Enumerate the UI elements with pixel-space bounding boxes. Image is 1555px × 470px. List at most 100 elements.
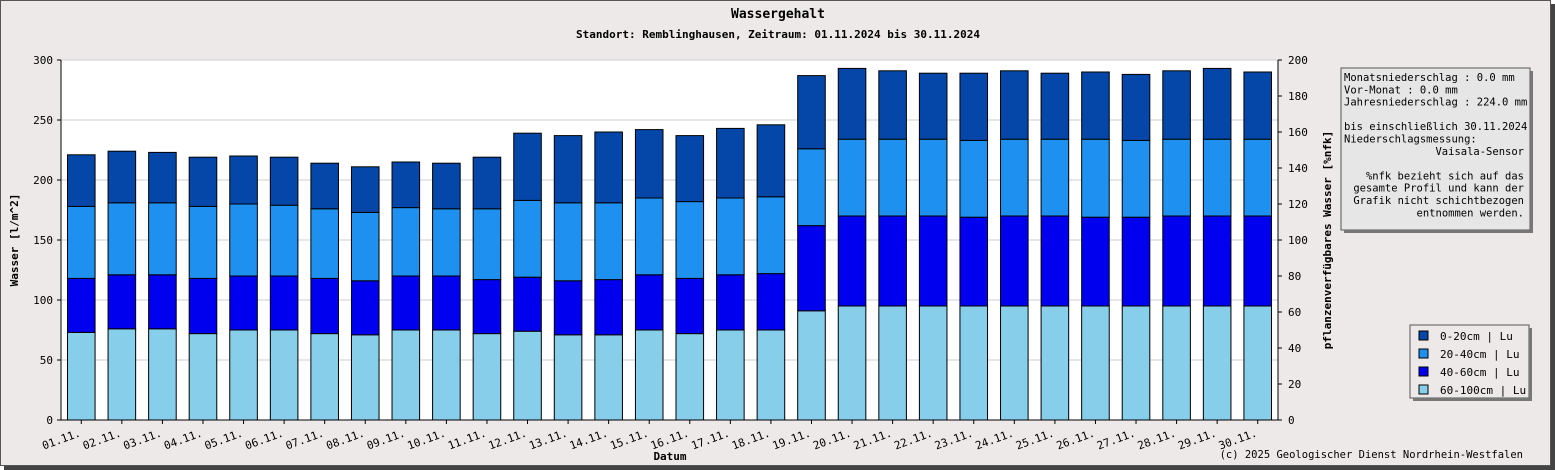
bar-segment [837, 67, 867, 140]
y-tick-label: 100 [33, 294, 53, 307]
bar-segment [148, 328, 177, 421]
bar-segment [310, 208, 339, 279]
bar-segment [391, 329, 421, 421]
bar-segment [1243, 305, 1273, 421]
bar-segment [188, 333, 218, 421]
bar-segment [675, 135, 705, 203]
x-tick-label: 15.11. [608, 427, 650, 453]
info-line: %nfk bezieht sich auf das [1366, 170, 1524, 182]
bar-segment [148, 274, 177, 330]
x-tick-label: 01.11. [41, 427, 83, 453]
bar-segment [716, 329, 745, 421]
info-line: Niederschlagsmessung: [1344, 134, 1477, 146]
y2-tick-label: 140 [1288, 162, 1308, 175]
bar-segment [756, 196, 786, 275]
bar-segment [1121, 73, 1151, 141]
bar-segment [513, 132, 542, 201]
bar-segment [432, 208, 461, 277]
bar-segment [432, 329, 461, 421]
info-line: Vor-Monat : 0.0 mm [1344, 84, 1458, 96]
info-line: Grafik nicht schichtbezogen [1353, 195, 1524, 207]
footer-copyright: (c) 2025 Geologischer Dienst Nordrhein-W… [1220, 449, 1523, 461]
chart-subtitle: Standort: Remblinghausen, Zeitraum: 01.1… [576, 28, 980, 41]
bar-segment [1162, 215, 1191, 307]
bar-segment [837, 305, 867, 421]
bar-segment [1162, 70, 1191, 140]
x-tick-label: 14.11. [568, 427, 610, 453]
bar-segment [1040, 305, 1070, 421]
y2-ticks: 0 20 40 60 80 100 120 140 160 180 200 [1278, 54, 1308, 427]
bar-segment [716, 127, 745, 199]
bar-segment [1081, 138, 1110, 218]
bar-segment [229, 155, 258, 205]
bar-segment [1121, 216, 1151, 307]
bar-segment [1040, 215, 1070, 307]
info-line: Monatsniederschlag : 0.0 mm [1344, 72, 1515, 84]
bar-segment [797, 148, 826, 227]
bar-segment [66, 154, 96, 207]
bar-segment [269, 156, 299, 206]
bar-segment [634, 129, 664, 199]
bar-segment [918, 72, 948, 140]
legend-label: 20-40cm | Lu [1440, 348, 1519, 361]
bar-segment [1162, 138, 1191, 217]
y2-tick-label: 200 [1288, 54, 1308, 67]
x-tick-label: 05.11. [203, 427, 245, 453]
x-tick-label: 24.11. [974, 427, 1016, 453]
x-tick-label: 12.11. [487, 427, 529, 453]
bar-segment [350, 211, 380, 282]
info-line: Vaisala-Sensor [1435, 146, 1524, 158]
x-tick-label: 20.11. [811, 427, 853, 453]
bar-segment [269, 204, 299, 277]
bar-segment [229, 275, 258, 331]
x-tick-label: 08.11. [324, 427, 366, 453]
bar-segment [878, 70, 907, 140]
legend-label: 0-20cm | Lu [1440, 330, 1513, 343]
bar-segment [188, 277, 218, 335]
bar-segment [350, 280, 380, 336]
info-box-shadow-bottom [1344, 230, 1533, 233]
y-tick-label: 0 [46, 414, 53, 427]
x-tick-label: 17.11. [690, 427, 732, 453]
bar-segment [472, 208, 502, 281]
bar-segment [269, 275, 299, 331]
bar-segment [675, 201, 705, 279]
bar-segment [472, 333, 502, 421]
x-tick-label: 22.11. [892, 427, 934, 453]
bar-segment [716, 274, 745, 331]
bar-segment [310, 162, 339, 210]
bar-segment [797, 310, 826, 421]
bar-segment [797, 75, 826, 150]
bar-segment [553, 135, 583, 204]
bar-segment [1081, 71, 1110, 140]
x-tick-label: 28.11. [1136, 427, 1178, 453]
bars-group [66, 67, 1273, 421]
bar-segment [229, 203, 258, 277]
bar-segment [675, 333, 705, 421]
bar-segment [675, 277, 705, 335]
x-tick-label: 13.11. [527, 427, 569, 453]
bar-segment [756, 329, 786, 421]
x-tick-label: 10.11. [406, 427, 448, 453]
legend-label: 40-60cm | Lu [1440, 366, 1519, 379]
legend [1409, 324, 1530, 399]
bar-segment [310, 333, 339, 421]
bar-segment [269, 329, 299, 421]
y-ticks: 0 50 100 150 200 250 300 [33, 54, 61, 427]
bar-segment [959, 216, 989, 307]
bar-segment [188, 156, 218, 207]
x-tick-label: 25.11. [1014, 427, 1056, 453]
bar-segment [1000, 70, 1029, 140]
y2-tick-label: 0 [1288, 414, 1295, 427]
x-tick-label: 26.11. [1055, 427, 1097, 453]
info-box [1340, 67, 1531, 231]
bar-segment [1121, 305, 1151, 421]
y-tick-label: 250 [33, 114, 53, 127]
y2-tick-label: 100 [1288, 234, 1308, 247]
x-tick-label: 11.11. [446, 427, 488, 453]
bar-segment [594, 334, 623, 421]
x-tick-label: 02.11. [81, 427, 123, 453]
y2-tick-label: 160 [1288, 126, 1308, 139]
